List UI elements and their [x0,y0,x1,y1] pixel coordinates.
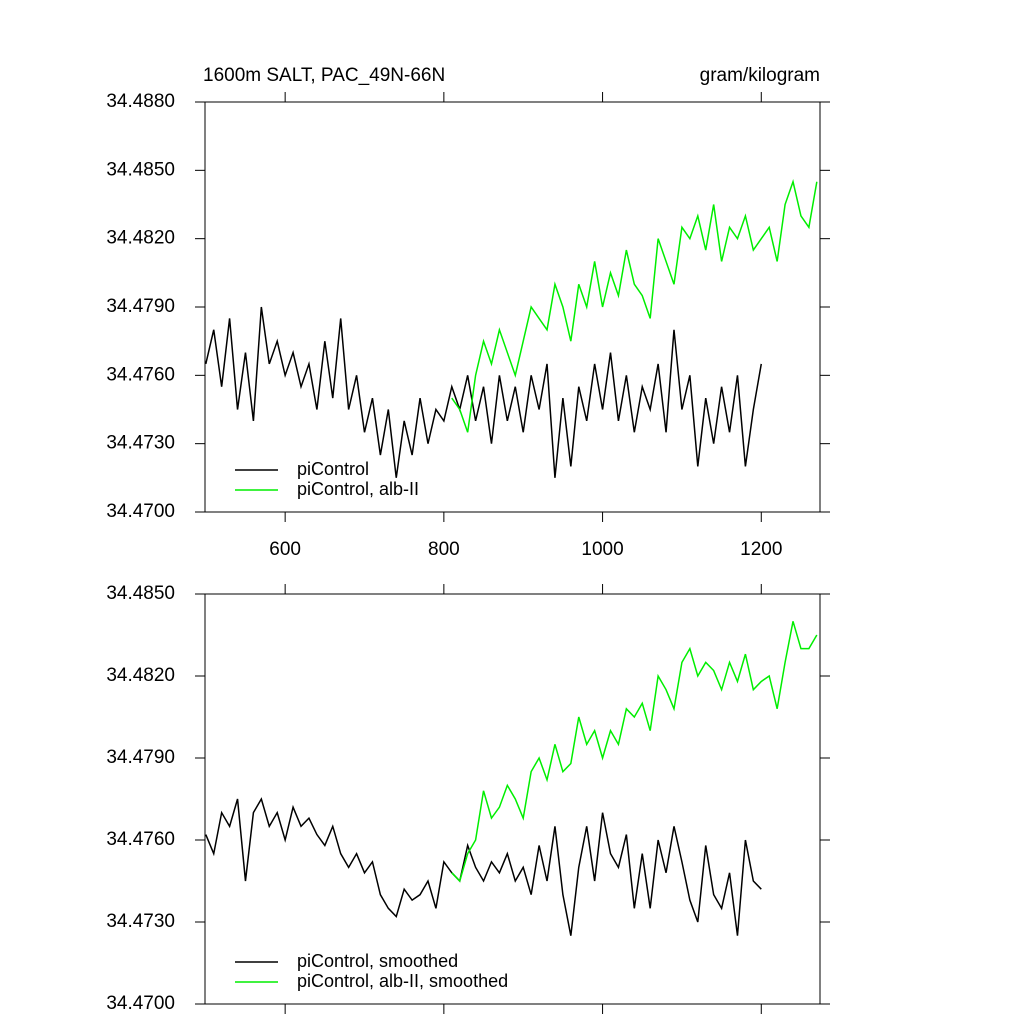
x-tick-label: 1200 [740,539,782,560]
legend-label: piControl, alb-II, smoothed [297,971,508,991]
plot-frame [204,593,821,1005]
y-tick-label: 34.4850 [106,583,175,604]
data-line [451,179,818,433]
units-label: gram/kilogram [700,65,820,86]
data-line [205,306,763,478]
chart-title: 1600m SALT, PAC_49N-66N [203,65,445,86]
x-tick-label: 1000 [581,539,623,560]
legend-label: piControl, smoothed [297,951,458,971]
legend-label: piControl [297,459,369,479]
y-tick-label: 34.4700 [106,993,175,1014]
y-tick-label: 34.4760 [106,364,175,385]
x-tick-label: 800 [428,539,460,560]
y-tick-label: 34.4820 [106,665,175,686]
y-tick-label: 34.4820 [106,228,175,249]
x-tick-label: 600 [269,539,301,560]
data-line [451,621,818,883]
legend-label: piControl, alb-II [297,479,419,499]
y-tick-label: 34.4730 [106,911,175,932]
y-tick-label: 34.4700 [106,501,175,522]
y-tick-label: 34.4790 [106,296,175,317]
data-line [205,797,762,936]
y-tick-label: 34.4730 [106,433,175,454]
y-tick-label: 34.4850 [106,159,175,180]
y-tick-label: 34.4760 [106,829,175,850]
y-tick-label: 34.4880 [106,91,175,112]
y-tick-label: 34.4790 [106,747,175,768]
